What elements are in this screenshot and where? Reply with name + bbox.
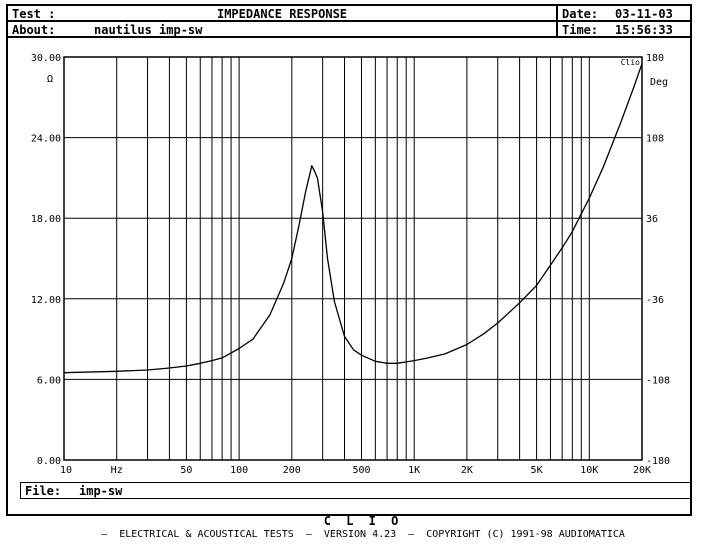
corner-label: Clio [621,58,640,67]
x-tick-label: 5K [531,465,543,476]
x-tick-label: 100 [230,465,248,476]
y2-tick-label: -108 [646,375,670,386]
x-tick-label: 10 [60,465,72,476]
file-label: File: [25,484,62,498]
impedance-chart: 0.00 6.00 12.00 18.00 24.00 30.00 -180 -108 -36 3… [31,53,670,476]
y-tick-label: 12.00 [31,295,61,306]
date-label: Date: [562,7,599,21]
x-tick-label: 500 [352,465,370,476]
y-tick-label: 6.00 [37,375,61,386]
x-tick-label: 20K [633,465,651,476]
footer-text: – ELECTRICAL & ACOUSTICAL TESTS – VERSIO… [101,529,625,540]
y2-tick-label: 36 [646,214,658,225]
about-label: About: [12,23,56,37]
about-value: nautilus imp-sw [94,23,203,37]
y2-tick-label: -180 [646,456,670,467]
x-tick-label: 50 [180,465,192,476]
header-bottom-rule [8,36,690,38]
file-bar: File: imp-sw [20,482,692,499]
y2-tick-label: 180 [646,53,664,64]
date-value: 03-11-03 [615,7,673,21]
y2-unit-label: Deg [650,77,668,88]
time-value: 15:56:33 [615,23,673,37]
x-tick-label: 1K [408,465,420,476]
y-unit-label: Ω [47,74,53,85]
x-tick-label: 2K [461,465,473,476]
plot-border [63,56,643,461]
y-tick-label: 18.00 [31,214,61,225]
header-divider [8,20,690,22]
header-date-divider [556,6,558,36]
y-tick-label: 30.00 [31,53,61,64]
clio-window: Test : IMPEDANCE RESPONSE About: nautilu… [6,4,692,540]
test-label: Test : [12,7,56,21]
x-unit-label: Hz [111,465,123,476]
x-tick-label: 10K [580,465,598,476]
x-tick-label: 200 [283,465,301,476]
y2-tick-label: 108 [646,134,664,145]
footer: C L I O – ELECTRICAL & ACOUSTICAL TESTS … [8,503,694,553]
impedance-curve [63,63,643,374]
file-value: imp-sw [79,484,123,498]
clio-brand: C L I O [323,514,403,528]
time-label: Time: [562,23,599,37]
y-tick-label: 0.00 [37,456,61,467]
y2-tick-label: -36 [646,295,664,306]
page-title: IMPEDANCE RESPONSE [216,7,348,21]
y-tick-label: 24.00 [31,134,61,145]
